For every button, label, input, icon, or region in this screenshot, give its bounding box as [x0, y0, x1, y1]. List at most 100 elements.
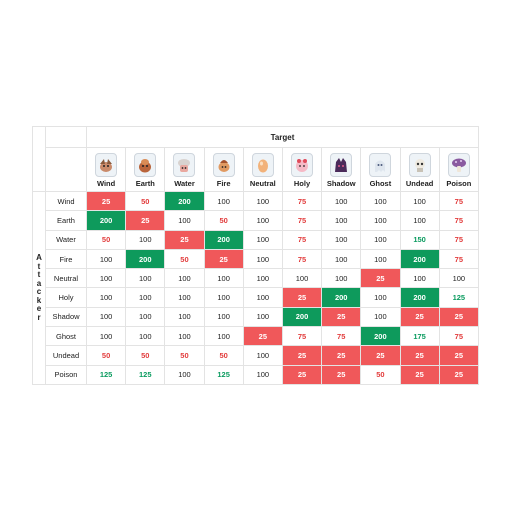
effectiveness-cell: 100: [438, 268, 480, 289]
column-header-content: Neutral: [244, 153, 281, 188]
column-header-poison: Poison: [438, 147, 480, 192]
effectiveness-cell: 75: [438, 210, 480, 231]
type-effectiveness-table-container: Target Wind Earth Water Fire Neutral Holy Shad…: [32, 126, 480, 386]
effectiveness-cell: 100: [164, 210, 205, 231]
effectiveness-cell: 100: [399, 210, 440, 231]
effectiveness-cell: 100: [242, 364, 283, 386]
table-row-shadow: Shadow 100 100 100 100 100 200 25 100 25 25: [33, 306, 480, 328]
attacker-axis-letter: c: [36, 287, 42, 296]
effectiveness-cell: 100: [85, 326, 127, 347]
effectiveness-cell: 125: [85, 364, 127, 386]
row-header-ghost: Ghost: [45, 326, 87, 347]
row-header-earth: Earth: [45, 210, 87, 231]
undead-creature-icon: [408, 153, 431, 177]
effectiveness-cell: 75: [438, 190, 480, 212]
column-header-holy: Holy: [281, 147, 323, 192]
effectiveness-cell: 125: [203, 364, 244, 386]
effectiveness-cell: 100: [164, 364, 205, 386]
effectiveness-cell: 100: [164, 326, 205, 347]
effectiveness-cell: 25: [399, 306, 440, 328]
effectiveness-cell: 25: [203, 248, 244, 270]
column-header-label: Neutral: [249, 179, 276, 188]
attacker-axis-spacer: [32, 126, 46, 192]
table-row-water: Water 50 100 25 200 100 75 100 100 150 75: [33, 229, 480, 250]
effectiveness-cell: 25: [438, 364, 480, 386]
effectiveness-cell: 25: [360, 345, 401, 366]
row-header-holy: Holy: [45, 287, 87, 308]
table-row-ghost: Ghost 100 100 100 100 25 75 75 200 175 75: [33, 326, 480, 347]
column-header-undead: Undead: [399, 147, 440, 192]
effectiveness-cell: 100: [203, 268, 244, 289]
column-header-neutral: Neutral: [242, 147, 283, 192]
effectiveness-cell: 100: [399, 268, 440, 289]
attacker-axis-letter: t: [37, 261, 41, 271]
attacker-axis-letter: e: [36, 304, 42, 313]
effectiveness-cell: 25: [85, 190, 127, 212]
row-header-shadow: Shadow: [45, 306, 87, 328]
effectiveness-cell: 100: [360, 248, 401, 270]
effectiveness-cell: 100: [360, 190, 401, 212]
effectiveness-cell: 100: [321, 190, 362, 212]
effectiveness-cell: 200: [125, 248, 166, 270]
effectiveness-cell: 100: [242, 306, 283, 328]
effectiveness-cell: 100: [242, 190, 283, 212]
column-header-wind: Wind: [85, 147, 127, 192]
effectiveness-cell: 100: [242, 248, 283, 270]
effectiveness-cell: 50: [85, 345, 127, 366]
corner-cell: [45, 126, 87, 148]
effectiveness-cell: 25: [321, 306, 362, 328]
corner-cell-icons: [45, 147, 87, 192]
effectiveness-cell: 50: [125, 345, 166, 366]
effectiveness-cell: 100: [125, 306, 166, 328]
effectiveness-cell: 100: [203, 190, 244, 212]
row-header-water: Water: [45, 229, 87, 250]
attacker-axis-letter: t: [37, 270, 41, 279]
effectiveness-cell: 100: [360, 306, 401, 328]
column-header-content: Undead: [401, 153, 438, 188]
effectiveness-cell: 200: [203, 229, 244, 250]
row-header-poison: Poison: [45, 364, 87, 386]
effectiveness-cell: 25: [281, 364, 323, 386]
effectiveness-cell: 25: [242, 326, 283, 347]
effectiveness-cell: 125: [438, 287, 480, 308]
effectiveness-cell: 150: [399, 229, 440, 250]
effectiveness-cell: 75: [438, 229, 480, 250]
effectiveness-cell: 25: [321, 364, 362, 386]
effectiveness-cell: 75: [281, 210, 323, 231]
effectiveness-cell: 100: [203, 326, 244, 347]
water-creature-icon: [173, 153, 196, 177]
effectiveness-cell: 100: [203, 287, 244, 308]
column-header-content: Shadow: [323, 153, 360, 188]
effectiveness-cell: 200: [164, 190, 205, 212]
target-axis-label: Target: [86, 126, 479, 148]
effectiveness-cell: 75: [281, 248, 323, 270]
effectiveness-cell: 100: [321, 229, 362, 250]
effectiveness-cell: 100: [85, 268, 127, 289]
column-header-earth: Earth: [125, 147, 166, 192]
table-row-neutral: Neutral 100 100 100 100 100 100 100 25 100 100: [33, 268, 480, 289]
effectiveness-cell: 100: [321, 268, 362, 289]
column-header-label: Fire: [216, 179, 231, 188]
column-header-content: Fire: [205, 153, 242, 188]
column-header-content: Wind: [88, 153, 125, 188]
effectiveness-cell: 100: [164, 287, 205, 308]
effectiveness-cell: 50: [164, 345, 205, 366]
row-header-fire: Fire: [45, 248, 87, 270]
effectiveness-cell: 100: [360, 229, 401, 250]
effectiveness-cell: 200: [321, 287, 362, 308]
attacker-axis-letter: A: [36, 253, 42, 262]
column-header-content: Water: [166, 153, 203, 188]
effectiveness-cell: 25: [438, 345, 480, 366]
effectiveness-cell: 25: [125, 210, 166, 231]
effectiveness-cell: 75: [281, 326, 323, 347]
effectiveness-cell: 75: [281, 229, 323, 250]
column-header-label: Shadow: [326, 179, 356, 188]
effectiveness-cell: 25: [360, 268, 401, 289]
effectiveness-cell: 200: [281, 306, 323, 328]
table-row-poison: Poison 125 125 100 125 100 25 25 50 25 25: [33, 364, 480, 386]
effectiveness-cell: 200: [360, 326, 401, 347]
